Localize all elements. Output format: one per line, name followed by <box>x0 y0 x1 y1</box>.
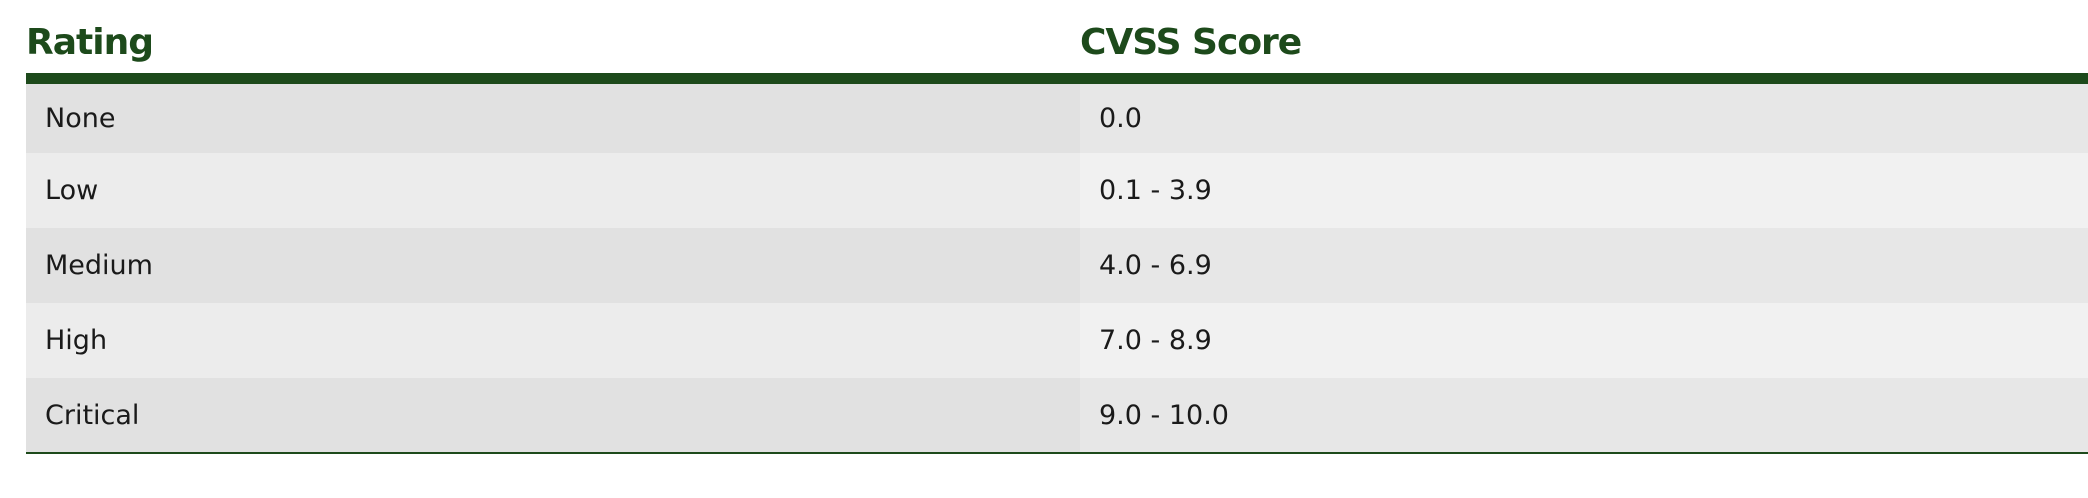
table-header: Rating CVSS Score <box>26 0 2088 84</box>
header-cvss-score: CVSS Score <box>1080 0 2088 84</box>
score-cell: 9.0 - 10.0 <box>1080 378 2088 454</box>
rating-cell: None <box>26 78 1080 153</box>
header-rating: Rating <box>26 0 1080 84</box>
rating-cell: Critical <box>26 378 1080 454</box>
rating-cell: High <box>26 303 1080 378</box>
cvss-rating-table-container: Rating CVSS Score None 0.0 Low 0.1 - 3.9… <box>26 0 2088 454</box>
rating-cell: Medium <box>26 228 1080 303</box>
table-row: Medium 4.0 - 6.9 <box>26 228 2088 303</box>
table-row: Low 0.1 - 3.9 <box>26 153 2088 228</box>
score-cell: 0.1 - 3.9 <box>1080 153 2088 228</box>
rating-cell: Low <box>26 153 1080 228</box>
table-row: High 7.0 - 8.9 <box>26 303 2088 378</box>
table-row: None 0.0 <box>26 78 2088 153</box>
cvss-rating-table: Rating CVSS Score None 0.0 Low 0.1 - 3.9… <box>26 0 2088 454</box>
score-cell: 4.0 - 6.9 <box>1080 228 2088 303</box>
table-row: Critical 9.0 - 10.0 <box>26 378 2088 454</box>
table-body: None 0.0 Low 0.1 - 3.9 Medium 4.0 - 6.9 … <box>26 78 2088 454</box>
score-cell: 0.0 <box>1080 78 2088 153</box>
score-cell: 7.0 - 8.9 <box>1080 303 2088 378</box>
table-header-row: Rating CVSS Score <box>26 0 2088 84</box>
